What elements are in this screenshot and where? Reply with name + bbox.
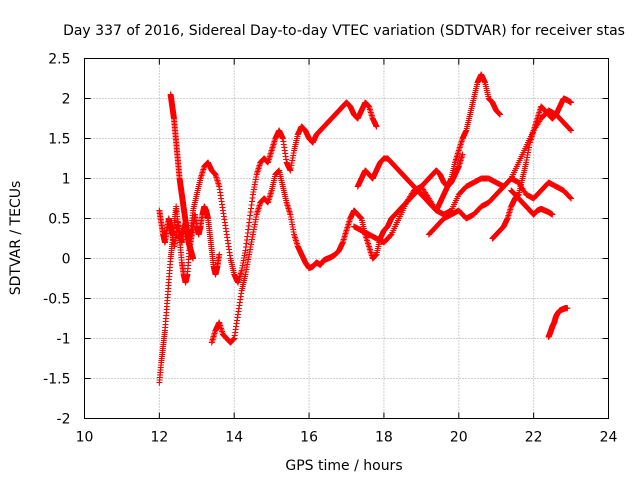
data-point — [568, 99, 575, 106]
series-sat-e — [354, 71, 503, 214]
data-point — [459, 151, 466, 158]
series-sat-h — [489, 95, 575, 242]
data-point — [373, 123, 380, 130]
x-tick-label: 10 — [76, 430, 94, 446]
y-tick-label: -2 — [57, 412, 71, 428]
series-sat-d — [208, 151, 466, 346]
chart-title: Day 337 of 2016, Sidereal Day-to-day VTE… — [63, 23, 625, 39]
data-point — [549, 211, 556, 218]
y-tick-label: 2.5 — [48, 52, 70, 68]
y-tick-label: 2 — [62, 92, 71, 108]
x-tick-label: 18 — [375, 430, 393, 446]
y-tick-label: 1.5 — [48, 132, 70, 148]
data-point — [567, 194, 574, 201]
y-tick-label: -1.5 — [43, 372, 70, 388]
data-point — [564, 305, 571, 312]
data-point — [190, 255, 197, 262]
data-point — [568, 127, 575, 134]
x-tick-label: 16 — [300, 430, 318, 446]
series-sat-j — [545, 305, 571, 340]
y-tick-label: -0.5 — [43, 292, 70, 308]
plot-frame — [84, 58, 609, 419]
data-point — [216, 251, 223, 258]
y-tick-label: 1 — [62, 172, 71, 188]
data-point — [568, 195, 575, 202]
data-points — [156, 71, 575, 386]
y-tick-label: -1 — [57, 332, 71, 348]
x-tick-label: 22 — [525, 430, 543, 446]
x-tick-label: 14 — [225, 430, 243, 446]
y-axis-label: SDTVAR / TECUs — [8, 181, 24, 296]
series-sat-b — [156, 203, 223, 386]
data-point — [567, 126, 574, 133]
tick-labels: 10 12 14 16 18 20 22 24 -2 -1.5 -1 -0.5 0 0.5 1 1.5 2 2.5 — [43, 52, 617, 446]
y-tick-label: 0.5 — [48, 212, 70, 228]
x-tick-label: 12 — [150, 430, 168, 446]
data-point — [496, 111, 503, 118]
y-tick-label: 0 — [62, 252, 71, 268]
x-axis-label: GPS time / hours — [285, 458, 402, 474]
x-tick-label: 20 — [450, 430, 468, 446]
series-sat-f — [350, 107, 575, 246]
series-sat-c — [167, 91, 197, 262]
x-tick-label: 24 — [600, 430, 618, 446]
series-sat-i — [508, 187, 556, 218]
